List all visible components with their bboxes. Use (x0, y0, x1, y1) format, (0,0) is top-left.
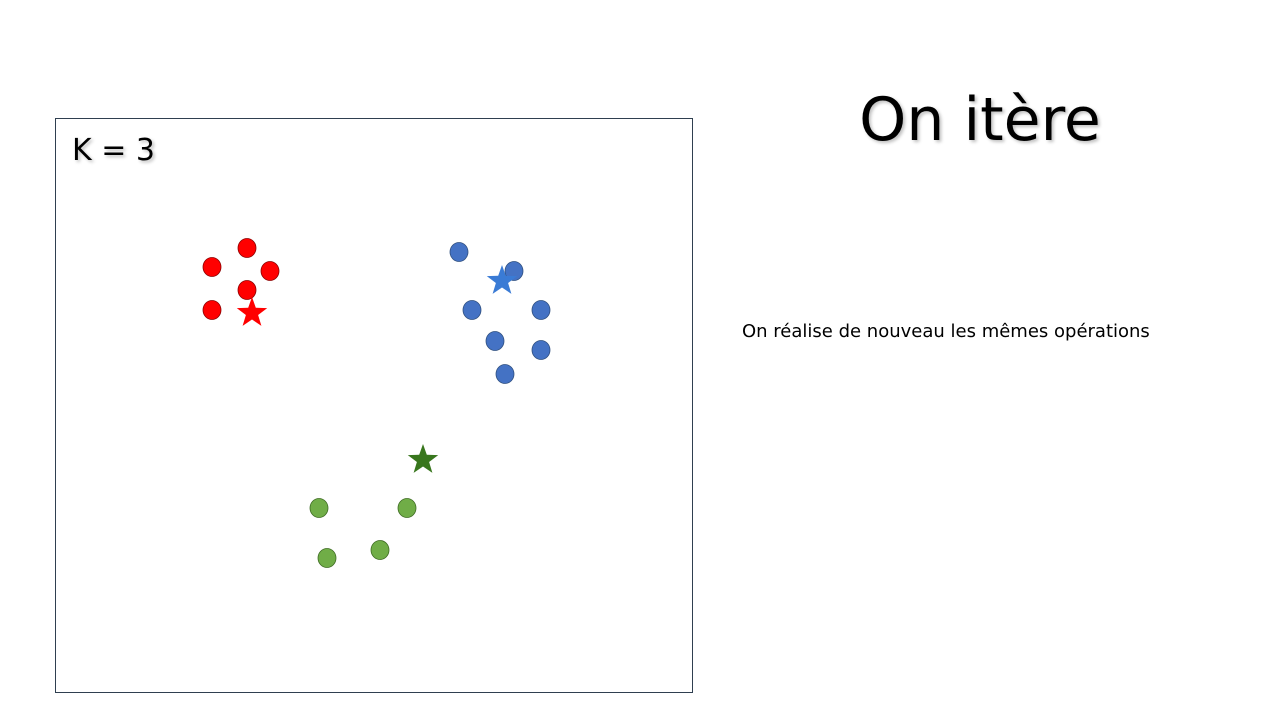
k-label: K = 3 (72, 133, 155, 168)
blue-point (531, 340, 551, 360)
red-point (260, 261, 280, 281)
green-point (317, 548, 337, 568)
green-cluster (309, 498, 417, 568)
slide-body-text: On réalise de nouveau les mêmes opératio… (742, 321, 1150, 342)
green-point (397, 498, 417, 518)
red-point (202, 300, 222, 320)
blue-point (504, 261, 524, 281)
blue-point (495, 364, 515, 384)
green-point (309, 498, 329, 518)
red-centroid-star (236, 297, 268, 326)
blue-cluster (449, 242, 551, 384)
red-cluster (202, 238, 280, 320)
blue-point (449, 242, 469, 262)
blue-point (462, 300, 482, 320)
blue-point (485, 331, 505, 351)
slide-title: On itère (859, 85, 1101, 155)
blue-point (531, 300, 551, 320)
red-point (237, 280, 257, 300)
red-point (237, 238, 257, 258)
blue-centroid-star (486, 265, 518, 294)
kmeans-diagram: K = 3 (55, 118, 693, 693)
green-point (370, 540, 390, 560)
red-point (202, 257, 222, 277)
points-canvas (202, 238, 551, 568)
green-centroid-star (407, 444, 439, 473)
